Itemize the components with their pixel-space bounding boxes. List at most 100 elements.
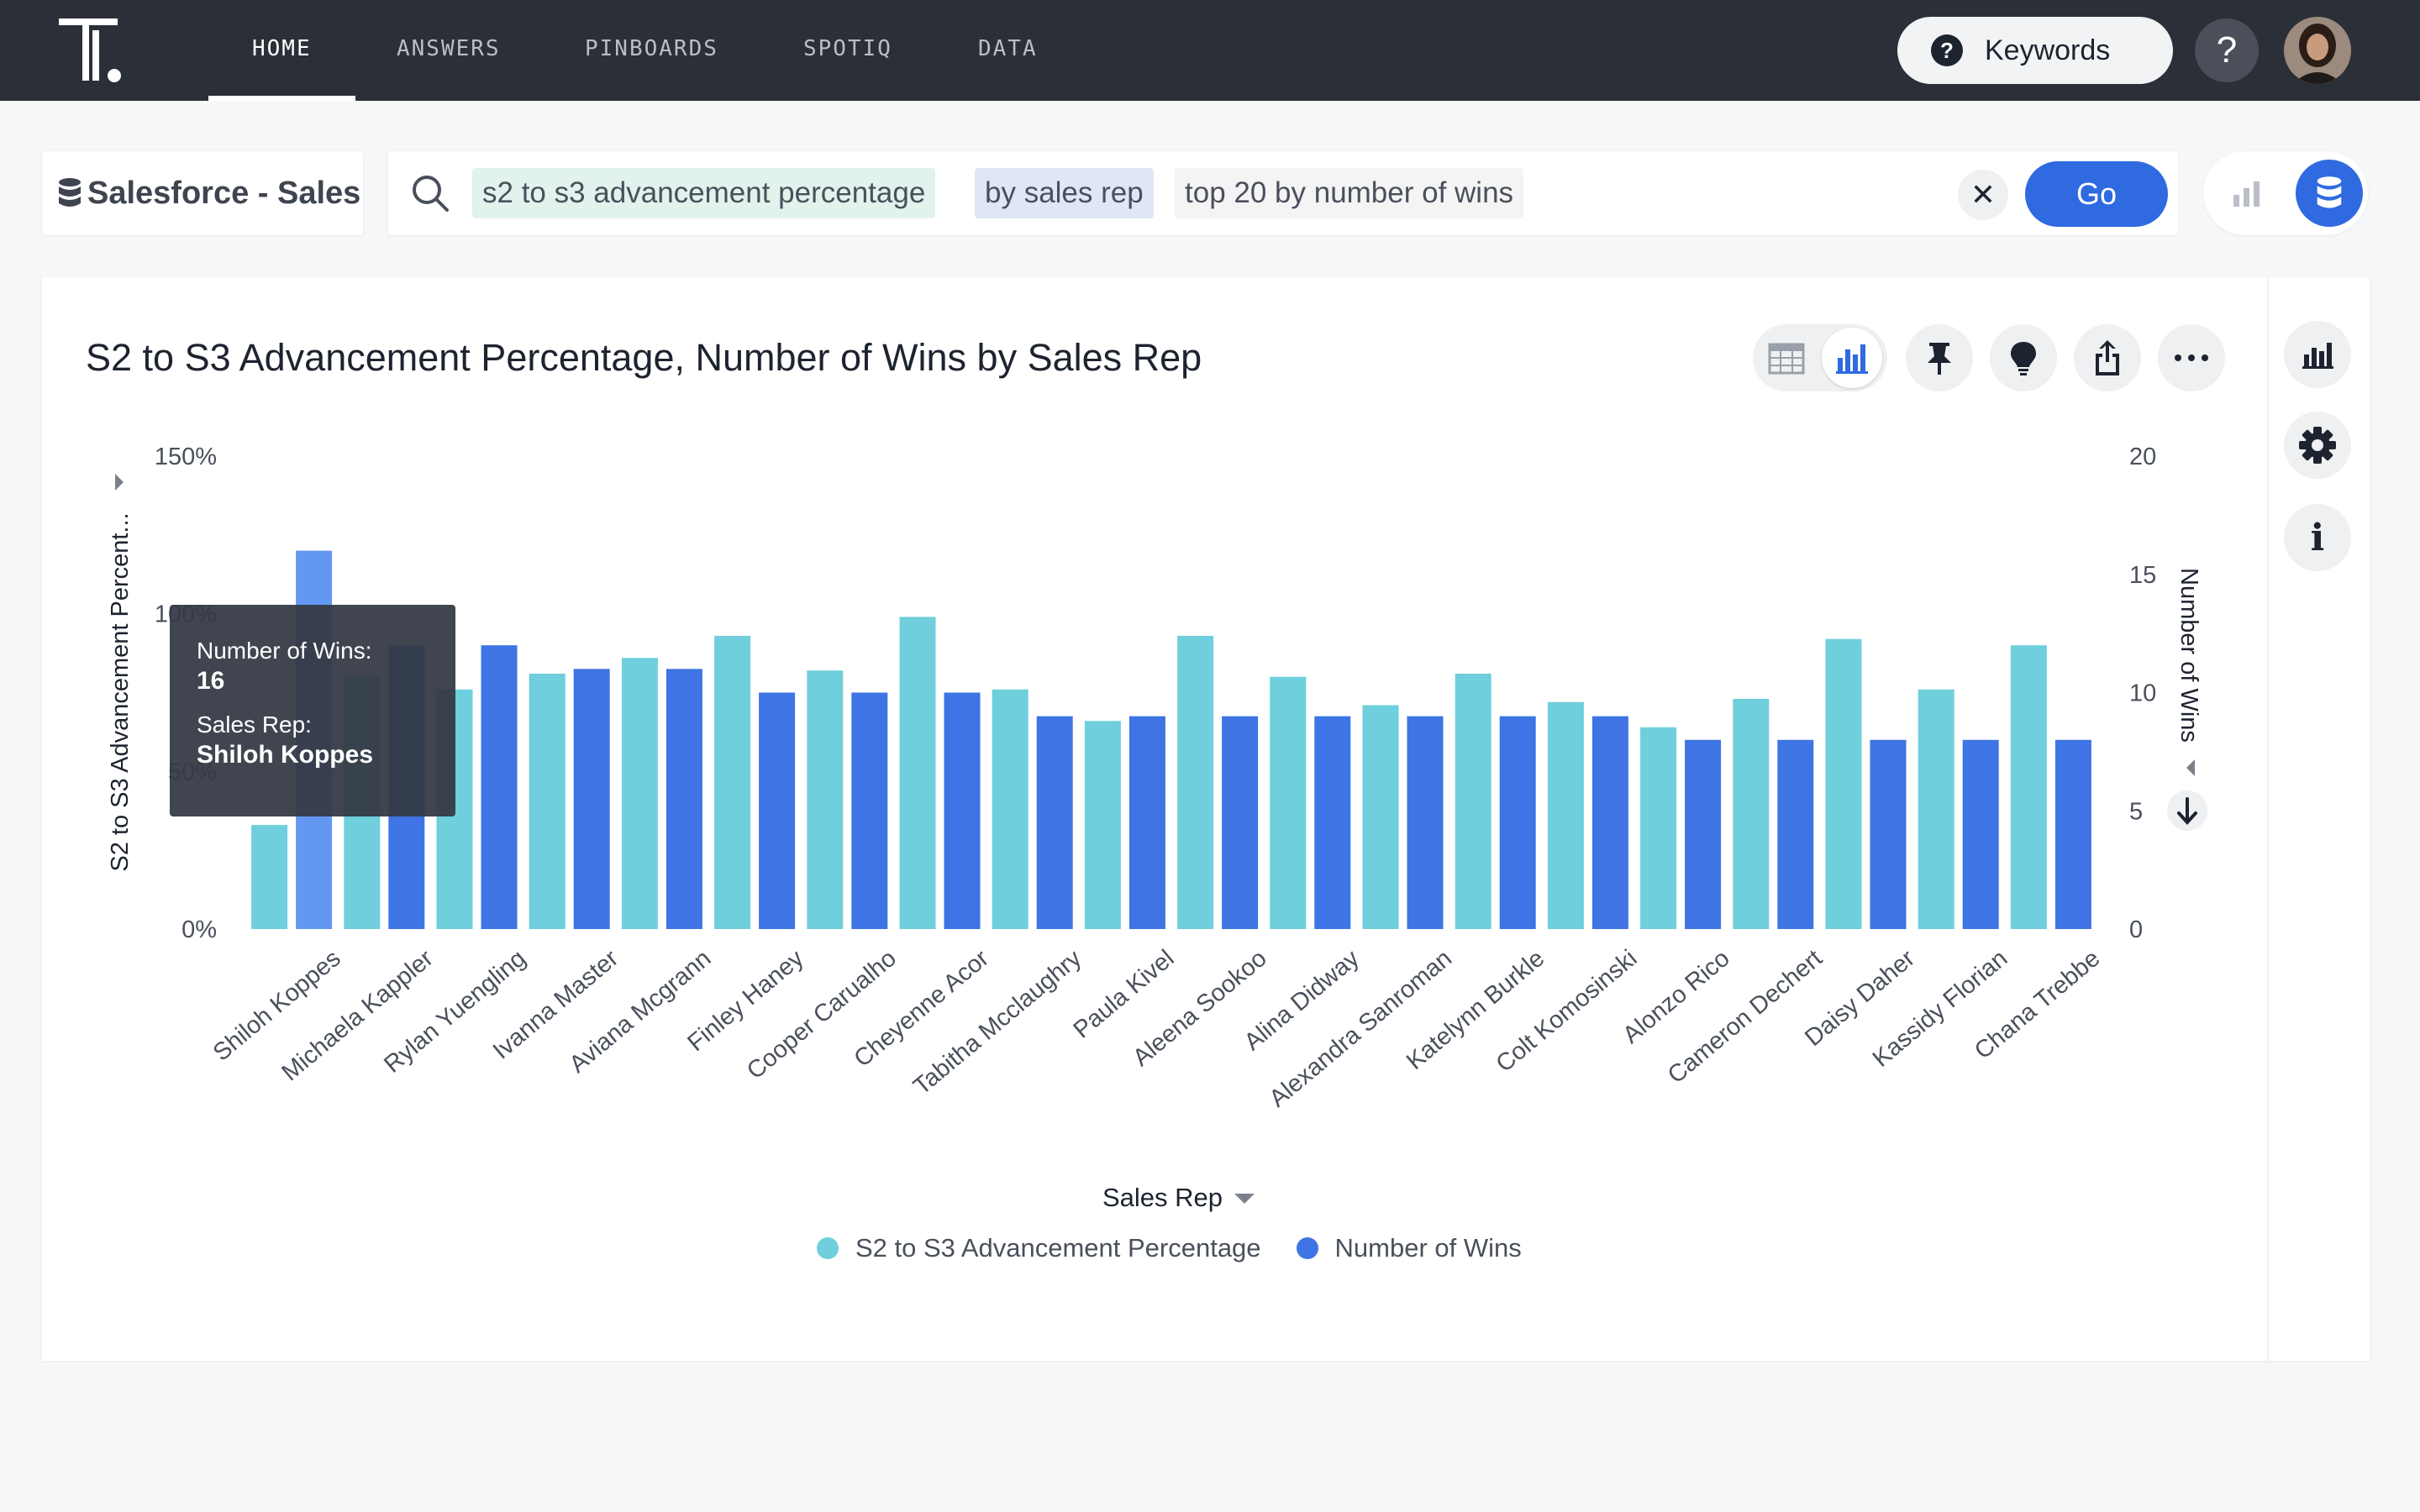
lightbulb-icon	[2011, 342, 2036, 375]
legend-dot	[1296, 1237, 1318, 1259]
search-token-measure[interactable]: s2 to s3 advancement percentage	[472, 168, 936, 218]
user-avatar[interactable]	[2284, 17, 2351, 84]
chart-mode-button[interactable]	[2223, 170, 2270, 217]
chart-legend: S2 to S3 Advancement Percentage Number o…	[817, 1233, 1557, 1263]
bar-number-of-wins[interactable]	[573, 669, 610, 929]
nav-spotiq[interactable]: SPOTIQ	[803, 36, 892, 61]
bar-advancement-pct[interactable]	[1177, 635, 1214, 929]
info-button[interactable]: i	[2284, 504, 2351, 571]
bar-number-of-wins[interactable]	[1591, 716, 1628, 929]
bar-number-of-wins[interactable]	[481, 645, 518, 929]
chart-view-button[interactable]	[1822, 328, 1882, 388]
search-token-attribute[interactable]: by sales rep	[975, 168, 1154, 218]
bar-advancement-pct[interactable]	[807, 670, 844, 929]
nav-data[interactable]: DATA	[978, 36, 1038, 61]
bar-advancement-pct[interactable]	[1270, 676, 1307, 929]
search-token-keyword[interactable]: top 20 by number of wins	[1175, 168, 1524, 218]
bar-chart-icon	[2302, 343, 2333, 369]
question-circle-icon: ?	[1931, 34, 1963, 66]
nav-answers[interactable]: ANSWERS	[397, 36, 501, 61]
bar-advancement-pct[interactable]	[714, 635, 751, 929]
table-icon[interactable]	[1766, 338, 1807, 378]
avatar-icon	[2284, 17, 2351, 84]
help-button[interactable]: ?	[2195, 18, 2259, 82]
info-icon: i	[2310, 516, 2325, 559]
nav-home[interactable]: HOME	[208, 0, 355, 101]
answer-title[interactable]: S2 to S3 Advancement Percentage, Number …	[86, 336, 1202, 379]
keywords-button[interactable]: ? Keywords	[1897, 17, 2173, 84]
bar-number-of-wins[interactable]	[2054, 739, 2091, 929]
search-icon	[413, 176, 449, 212]
bar-advancement-pct[interactable]	[621, 658, 658, 929]
mode-toggle	[2203, 151, 2368, 235]
bar-number-of-wins[interactable]	[1685, 739, 1722, 929]
chart-config-button[interactable]	[2284, 321, 2351, 388]
data-source-selector[interactable]: Salesforce - Sales	[42, 151, 363, 235]
legend-item-wins[interactable]: Number of Wins	[1296, 1233, 1522, 1263]
bar-advancement-pct[interactable]	[899, 617, 936, 929]
share-icon	[2096, 340, 2119, 375]
bar-chart-icon	[2233, 181, 2260, 207]
bar-number-of-wins[interactable]	[1777, 739, 1814, 929]
legend-label: S2 to S3 Advancement Percentage	[855, 1233, 1261, 1263]
tooltip-attribute-label: Sales Rep:	[197, 711, 312, 738]
axis-expand-caret-icon[interactable]	[2186, 759, 2195, 776]
chart-tooltip: Number of Wins: 16 Sales Rep: Shiloh Kop…	[170, 605, 455, 816]
go-button[interactable]: Go	[2025, 161, 2168, 227]
data-mode-button[interactable]	[2296, 160, 2363, 227]
bar-number-of-wins[interactable]	[851, 692, 888, 930]
tooltip-measure-value: 16	[197, 667, 225, 695]
bar-number-of-wins[interactable]	[666, 669, 702, 929]
bar-advancement-pct[interactable]	[1547, 701, 1584, 929]
bar-chart-icon	[1836, 344, 1868, 374]
bar-advancement-pct[interactable]	[1640, 727, 1677, 929]
gear-icon	[2299, 427, 2336, 464]
bar-advancement-pct[interactable]	[1918, 689, 1954, 929]
bar-advancement-pct[interactable]	[1733, 699, 1770, 929]
bar-number-of-wins[interactable]	[1314, 716, 1351, 929]
bar-number-of-wins[interactable]	[1222, 716, 1259, 929]
x-axis-title[interactable]: Sales Rep	[1102, 1183, 1255, 1213]
bar-number-of-wins[interactable]	[1128, 716, 1165, 929]
bar-number-of-wins[interactable]	[1407, 716, 1444, 929]
bar-advancement-pct[interactable]	[992, 689, 1028, 929]
bar-number-of-wins[interactable]	[1036, 716, 1073, 929]
spotiq-insight-button[interactable]	[1990, 324, 2057, 391]
side-panel-divider	[2267, 277, 2269, 1361]
legend-label: Number of Wins	[1334, 1233, 1522, 1263]
thoughtspot-logo[interactable]	[59, 18, 126, 86]
database-icon	[59, 178, 81, 207]
nav-pinboards[interactable]: PINBOARDS	[585, 36, 718, 61]
bar-advancement-pct[interactable]	[1084, 721, 1121, 929]
sort-button[interactable]	[2167, 790, 2207, 831]
bar-advancement-pct[interactable]	[1455, 673, 1491, 929]
share-button[interactable]	[2074, 324, 2141, 391]
clear-search-button[interactable]: ✕	[1958, 170, 2008, 220]
tooltip-measure-label: Number of Wins:	[197, 638, 372, 664]
bar-number-of-wins[interactable]	[759, 692, 796, 930]
view-toggle	[1753, 324, 1887, 391]
pin-button[interactable]	[1906, 324, 1973, 391]
bar-number-of-wins[interactable]	[1962, 739, 1999, 929]
legend-item-pct[interactable]: S2 to S3 Advancement Percentage	[817, 1233, 1261, 1263]
keywords-label: Keywords	[1985, 34, 2111, 66]
bar-advancement-pct[interactable]	[529, 673, 566, 929]
bar-advancement-pct[interactable]	[1825, 638, 1862, 929]
more-horizontal-icon	[2175, 354, 2208, 361]
bar-advancement-pct[interactable]	[251, 825, 288, 929]
top-nav-bar: HOME ANSWERS PINBOARDS SPOTIQ DATA ? Key…	[0, 0, 2420, 101]
bar-number-of-wins[interactable]	[1499, 716, 1536, 929]
bar-number-of-wins[interactable]	[1870, 739, 1907, 929]
x-axis-title-text: Sales Rep	[1102, 1183, 1223, 1212]
chevron-down-icon	[1234, 1194, 1255, 1204]
axis-expand-caret-icon[interactable]	[115, 474, 124, 491]
bar-advancement-pct[interactable]	[2010, 645, 2047, 929]
pin-icon	[1928, 343, 1951, 375]
more-options-button[interactable]	[2158, 324, 2225, 391]
bar-number-of-wins[interactable]	[944, 692, 981, 930]
search-bar[interactable]: s2 to s3 advancement percentage by sales…	[388, 151, 2178, 235]
bar-advancement-pct[interactable]	[1362, 705, 1399, 929]
data-source-label: Salesforce - Sales	[87, 175, 361, 211]
settings-button[interactable]	[2284, 412, 2351, 479]
database-icon	[2317, 176, 2342, 208]
